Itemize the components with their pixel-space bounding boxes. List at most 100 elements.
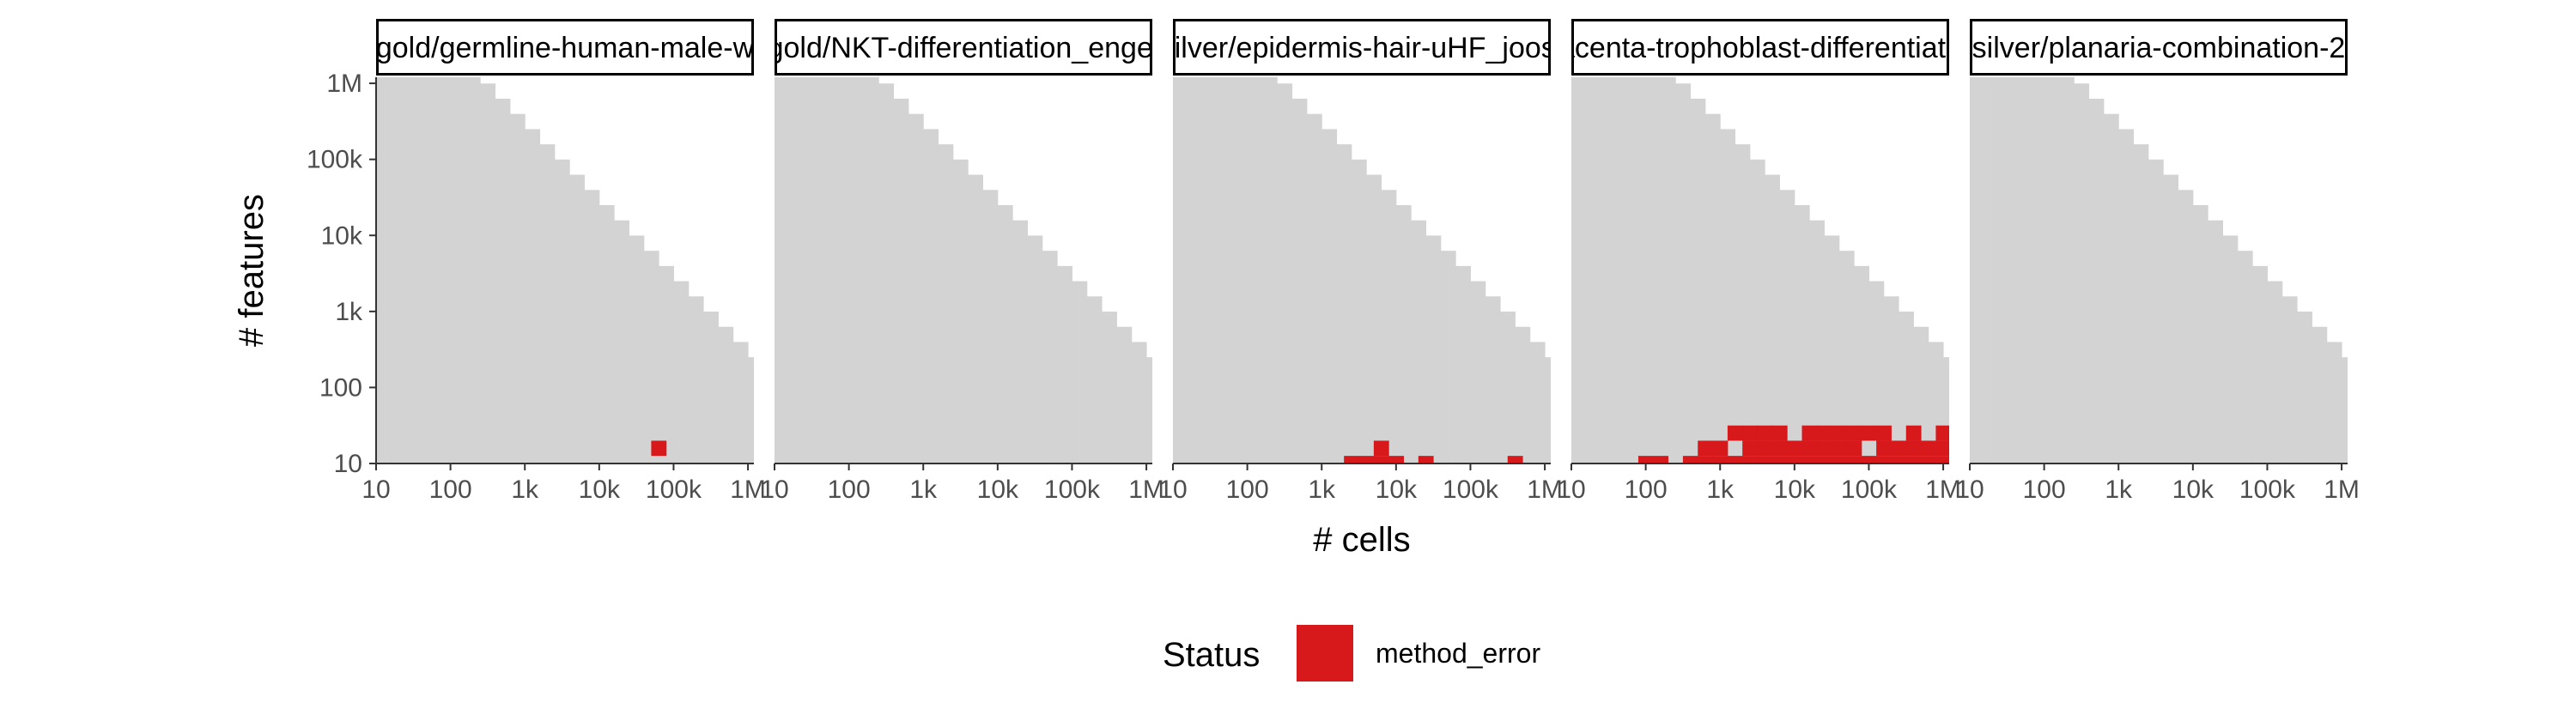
feasible-column [2281, 296, 2298, 464]
feasible-column [1381, 190, 1397, 464]
feasible-column [2312, 326, 2328, 464]
feasible-column [1601, 77, 1617, 464]
facets: gold/germline-human-male-w 10 100 1k 10k 100k… [307, 19, 2360, 504]
feasible-column [1838, 251, 1855, 464]
feasible-column [1571, 77, 1572, 464]
feasible-column [569, 174, 586, 464]
feasible-column [435, 77, 452, 464]
feasible-column [1395, 205, 1412, 464]
facet-title: silver/epidermis-hair-uHF_joost [1160, 32, 1564, 64]
feasible-column [1571, 77, 1587, 464]
feasible-column [1027, 235, 1043, 464]
strip-box [1970, 19, 2348, 76]
feasible-column [732, 342, 749, 464]
x-tick-label: 100k [1044, 476, 1101, 504]
feasible-column [1984, 77, 2001, 464]
feasible-column [2014, 77, 2030, 464]
error-tile [1742, 440, 1759, 457]
feasible-column [1146, 357, 1152, 464]
y-tick-label: 1k [335, 298, 363, 326]
feasible-column [1485, 296, 1501, 464]
feasible-column [703, 312, 719, 464]
error-tile [1771, 456, 1788, 464]
error-tile [1832, 456, 1847, 464]
feasible-column [1173, 77, 1174, 464]
x-tick-label: 100k [1443, 476, 1499, 504]
feasible-column [1615, 77, 1631, 464]
error-tile [1373, 440, 1389, 457]
feasible-column [1809, 220, 1825, 464]
feasible-column [480, 83, 496, 464]
feasible-column [1173, 77, 1188, 464]
feasible-column [748, 357, 754, 464]
x-tick-label: 10k [1774, 476, 1816, 504]
feasible-column [1704, 113, 1721, 464]
facet-strip: silver/epidermis-hair-uHF_joost [1160, 19, 1564, 76]
feasible-column [495, 98, 511, 464]
feasible-column [2044, 77, 2060, 464]
feasible-column [1675, 83, 1692, 464]
feasible-column [2133, 144, 2149, 464]
error-tile [1876, 440, 1892, 457]
error-tile [1905, 456, 1922, 464]
tiles [1173, 77, 1551, 464]
error-tile [1771, 440, 1788, 457]
feasible-column [1366, 174, 1382, 464]
feasible-column [614, 220, 629, 464]
error-tile [1816, 440, 1832, 457]
error-tile [1727, 456, 1743, 464]
error-tile [1418, 456, 1434, 464]
error-tile [1507, 456, 1523, 464]
x-axis: 10 100 1k 10k 100k 1M [760, 463, 1164, 504]
facet-panel: silver/planaria-combination-210 100 1k 10k 1… [1955, 19, 2360, 504]
feasible-column [1057, 265, 1072, 464]
x-tick-label: 1k [909, 476, 938, 504]
feasible-column [525, 129, 541, 464]
feasible-column [1306, 113, 1322, 464]
error-tile [1905, 440, 1922, 457]
x-tick-label: 1M [1527, 476, 1563, 504]
feasible-column [2058, 77, 2075, 464]
strip-box [1173, 19, 1551, 76]
feasible-column [952, 159, 969, 464]
feasible-column [1336, 144, 1352, 464]
error-tile [1935, 456, 1949, 464]
feasible-column [1261, 77, 1278, 464]
x-tick-label: 1M [730, 476, 766, 504]
facet-title: silver/planaria-combination-2 [1972, 32, 2346, 64]
error-tile [1876, 456, 1892, 464]
error-tile [1832, 440, 1847, 457]
feasible-column [643, 251, 659, 464]
error-tile [1787, 456, 1803, 464]
feasible-column [1277, 83, 1293, 464]
feasible-column [2103, 113, 2119, 464]
feasible-column [863, 77, 879, 464]
feasible-column [2148, 159, 2164, 464]
x-tick-label: 100 [2023, 476, 2066, 504]
feasible-column [1086, 296, 1103, 464]
feasible-column [1545, 357, 1551, 464]
feasible-column [376, 77, 392, 464]
feasible-column [1217, 77, 1233, 464]
feasible-column [818, 77, 835, 464]
x-tick-label: 100 [1625, 476, 1668, 504]
feasible-column [2267, 281, 2283, 464]
error-tile [1891, 456, 1907, 464]
feasible-column [1470, 281, 1486, 464]
x-tick-label: 100 [1226, 476, 1269, 504]
x-tick-label: 10 [1955, 476, 1984, 504]
facet-strip: placenta-trophoblast-differentiation [1571, 19, 1949, 76]
facet-strip: gold/NKT-differentiation_engel [775, 19, 1152, 76]
facet-panel: gold/germline-human-male-w 10 100 1k 10k 100k… [307, 19, 766, 504]
error-tile [1921, 440, 1936, 457]
feasible-column [1116, 326, 1133, 464]
feasible-column [1515, 326, 1531, 464]
error-tile [1846, 440, 1862, 457]
feasible-column [923, 129, 939, 464]
feasible-column [1999, 77, 2015, 464]
tiles [1970, 77, 2348, 464]
error-tile [1861, 456, 1877, 464]
error-tile [1816, 456, 1832, 464]
